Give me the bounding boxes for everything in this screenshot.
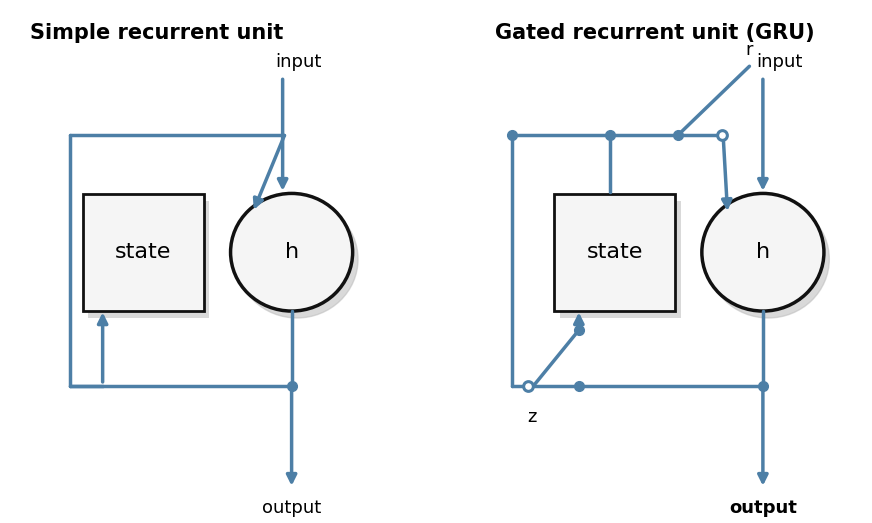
Text: input: input (756, 53, 802, 71)
Bar (560, 201, 681, 317)
Text: output: output (262, 499, 321, 517)
Text: state: state (115, 242, 172, 262)
Circle shape (702, 194, 824, 311)
Text: output: output (729, 499, 797, 517)
Circle shape (707, 200, 829, 318)
Bar (555, 194, 676, 311)
Text: z: z (528, 408, 537, 426)
Text: state: state (587, 242, 643, 262)
Circle shape (230, 194, 352, 311)
Text: Gated recurrent unit (GRU): Gated recurrent unit (GRU) (495, 23, 815, 43)
Text: h: h (284, 242, 299, 262)
Text: Simple recurrent unit: Simple recurrent unit (31, 23, 283, 43)
Bar (88, 201, 209, 317)
Circle shape (236, 200, 358, 318)
Text: h: h (756, 242, 770, 262)
Text: input: input (276, 53, 322, 71)
Bar (83, 194, 204, 311)
Text: r: r (745, 41, 753, 59)
